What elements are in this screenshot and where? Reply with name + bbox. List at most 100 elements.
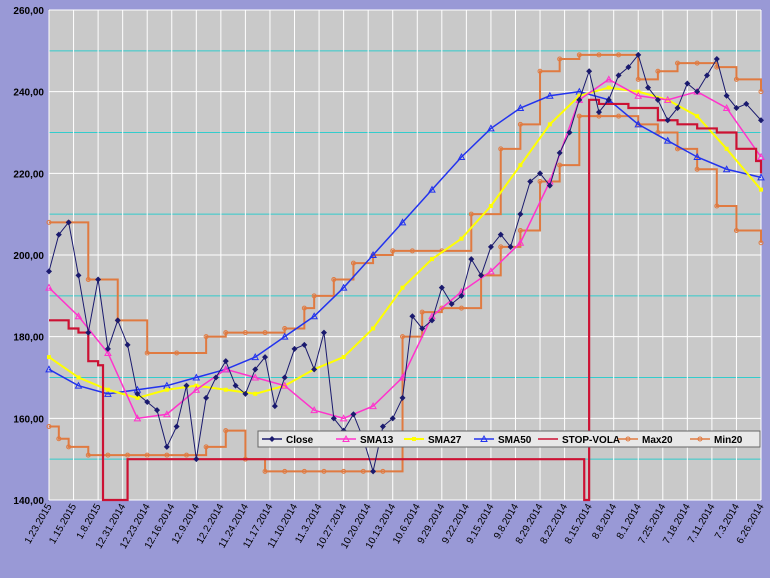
- data-point: [458, 305, 464, 311]
- data-point: [310, 406, 319, 414]
- data-point: [498, 244, 504, 250]
- data-point: [546, 182, 553, 189]
- data-point: [282, 468, 288, 474]
- data-point: [74, 381, 83, 389]
- y-axis: 260,00 240,00 220,00 200,00 180,00 160,00 140,…: [13, 6, 44, 507]
- series-line: [49, 53, 762, 354]
- legend-marker: [625, 436, 631, 442]
- data-point: [105, 387, 110, 392]
- data-point: [360, 468, 366, 474]
- data-point: [232, 382, 239, 389]
- data-point: [74, 312, 83, 320]
- legend-marker: [480, 434, 488, 442]
- data-point: [635, 76, 641, 82]
- data-point: [163, 410, 171, 418]
- data-point: [605, 96, 612, 103]
- data-point: [203, 334, 209, 340]
- data-point: [281, 374, 288, 381]
- data-point: [409, 248, 415, 254]
- data-point: [223, 428, 229, 434]
- data-point: [144, 399, 151, 405]
- data-point: [517, 121, 523, 127]
- data-point: [758, 117, 764, 124]
- data-point: [616, 52, 622, 58]
- data-point: [694, 88, 701, 95]
- data-point: [398, 373, 407, 381]
- data-point: [174, 350, 180, 356]
- data-point: [527, 178, 534, 185]
- data-point: [183, 382, 190, 389]
- y-tick-label: 260,00: [13, 6, 44, 17]
- data-point: [105, 452, 111, 458]
- data-point: [566, 129, 573, 136]
- data-point: [341, 355, 346, 360]
- series-stop-vola: [49, 98, 763, 502]
- legend-label: Max20: [642, 435, 673, 446]
- data-point: [634, 120, 643, 128]
- data-point: [242, 330, 248, 336]
- data-point: [331, 277, 337, 282]
- data-point: [350, 260, 356, 266]
- data-point: [655, 68, 661, 74]
- data-point: [758, 240, 764, 246]
- data-point: [586, 68, 593, 75]
- data-point: [45, 283, 53, 291]
- y-tick-label: 140,00: [13, 496, 44, 507]
- data-point: [164, 387, 169, 392]
- data-point: [222, 358, 229, 365]
- data-point: [724, 146, 729, 151]
- data-point: [615, 72, 622, 79]
- data-point: [733, 105, 740, 111]
- data-point: [576, 96, 583, 103]
- data-point: [459, 236, 464, 241]
- data-point: [203, 444, 209, 450]
- data-point: [409, 313, 416, 320]
- y-tick-label: 220,00: [13, 169, 44, 180]
- legend-entry-stop-vola: STOP-VOLA: [538, 435, 620, 446]
- data-point: [75, 272, 82, 279]
- legend-box: [257, 430, 761, 448]
- data-point: [695, 114, 700, 119]
- data-point: [192, 385, 201, 393]
- data-point: [616, 113, 622, 119]
- data-point: [398, 218, 407, 226]
- data-point: [606, 85, 611, 90]
- data-point: [282, 326, 288, 331]
- data-point: [95, 276, 102, 283]
- data-point: [419, 325, 426, 332]
- data-point: [371, 326, 376, 331]
- data-point: [66, 444, 72, 450]
- data-point: [663, 136, 672, 144]
- data-point: [722, 103, 731, 111]
- data-point: [684, 80, 691, 87]
- data-point: [76, 375, 81, 380]
- data-point: [576, 113, 582, 119]
- data-point: [636, 89, 641, 94]
- data-point: [516, 238, 525, 246]
- data-point: [758, 89, 764, 95]
- data-point: [65, 219, 72, 226]
- data-point: [546, 91, 554, 99]
- grid-lines: [48, 9, 762, 501]
- data-point: [301, 341, 308, 348]
- data-point: [144, 452, 150, 458]
- data-point: [517, 228, 523, 233]
- series-layer: [45, 51, 765, 502]
- data-point: [400, 285, 405, 290]
- data-point: [164, 452, 170, 458]
- data-point: [339, 283, 348, 291]
- series-line: [48, 78, 762, 420]
- data-point: [223, 330, 229, 336]
- data-point: [251, 353, 260, 361]
- data-point: [517, 211, 524, 218]
- data-point: [576, 52, 582, 58]
- data-point: [537, 68, 543, 74]
- data-point: [674, 105, 681, 111]
- data-point: [429, 317, 436, 324]
- legend-label: SMA50: [498, 435, 532, 446]
- data-point: [757, 152, 765, 160]
- data-point: [487, 243, 494, 250]
- data-point: [380, 468, 386, 474]
- data-point: [625, 64, 632, 71]
- data-point: [537, 179, 543, 184]
